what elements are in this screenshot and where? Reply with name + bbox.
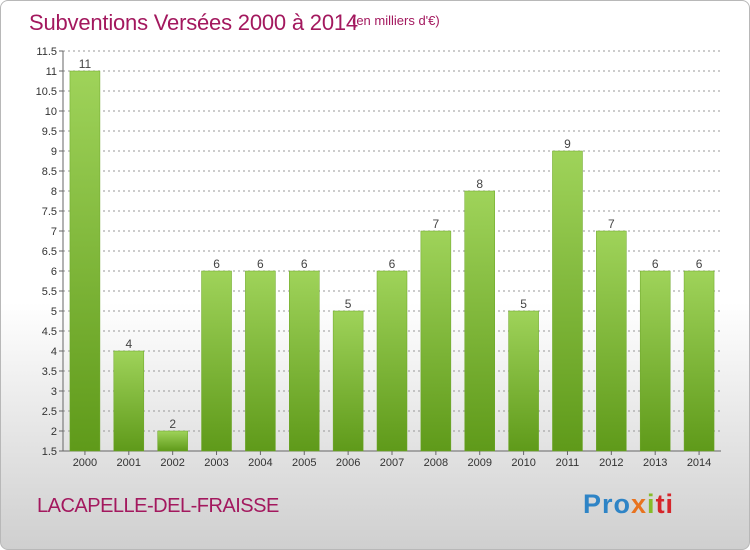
x-tick-label: 2007 xyxy=(380,457,404,469)
x-tick-label: 2005 xyxy=(292,457,316,469)
y-tick-label: 7 xyxy=(51,226,57,238)
bar xyxy=(639,270,671,452)
y-tick-label: 7.5 xyxy=(42,206,57,218)
data-label: 9 xyxy=(564,137,571,151)
bar xyxy=(376,270,408,452)
y-tick-label: 11.5 xyxy=(36,46,57,58)
proxiti-logo: Proxiti xyxy=(583,489,674,520)
y-tick-label: 1.5 xyxy=(42,446,57,458)
x-tick-label: 2008 xyxy=(424,457,448,469)
x-tick-label: 2011 xyxy=(556,457,580,469)
data-label: 8 xyxy=(476,177,483,191)
data-label: 5 xyxy=(345,297,352,311)
bar xyxy=(201,270,232,452)
bar xyxy=(596,230,627,452)
data-label: 6 xyxy=(301,257,308,271)
x-tick-label: 2004 xyxy=(248,457,272,469)
y-tick-label: 10 xyxy=(45,106,57,118)
bar xyxy=(508,310,539,452)
x-tick-label: 2012 xyxy=(599,457,623,469)
y-tick-label: 8.5 xyxy=(42,166,57,178)
logo-part-3: i xyxy=(647,489,656,519)
data-label: 6 xyxy=(213,257,220,271)
data-label: 2 xyxy=(169,417,176,431)
x-tick-label: 2002 xyxy=(160,457,184,469)
y-tick-label: 3 xyxy=(51,386,57,398)
y-tick-label: 4 xyxy=(51,346,57,358)
y-tick-label: 10.5 xyxy=(36,86,57,98)
y-tick-label: 9.5 xyxy=(42,126,57,138)
y-tick-label: 2.5 xyxy=(42,406,57,418)
bar xyxy=(683,270,715,452)
data-label: 7 xyxy=(608,217,615,231)
chart-subtitle: (en milliers d'€) xyxy=(352,13,440,28)
x-tick-label: 2013 xyxy=(643,457,667,469)
logo-part-1: Pro xyxy=(583,489,632,519)
bar xyxy=(245,270,276,452)
chart-title: Subventions Versées 2000 à 2014 xyxy=(29,10,358,35)
data-label: 6 xyxy=(696,257,703,271)
y-tick-label: 6 xyxy=(51,266,57,278)
y-tick-label: 5.5 xyxy=(42,286,57,298)
y-tick-label: 3.5 xyxy=(42,366,57,378)
x-tick-label: 2000 xyxy=(73,457,97,469)
x-tick-label: 2014 xyxy=(687,457,711,469)
bar xyxy=(332,310,364,452)
y-tick-label: 5 xyxy=(51,306,57,318)
logo-part-2: x xyxy=(631,489,648,519)
bar xyxy=(157,430,188,452)
x-tick-label: 2009 xyxy=(467,457,491,469)
data-label: 7 xyxy=(433,217,440,231)
data-label: 6 xyxy=(389,257,396,271)
bar xyxy=(420,230,452,452)
x-tick-label: 2003 xyxy=(204,457,228,469)
data-label: 5 xyxy=(520,297,527,311)
bar xyxy=(464,190,495,452)
y-tick-label: 11 xyxy=(46,66,57,78)
bar xyxy=(552,150,583,452)
x-tick-label: 2006 xyxy=(336,457,360,469)
y-tick-label: 8 xyxy=(51,186,57,198)
x-tick-label: 2010 xyxy=(511,457,535,469)
commune-name: LACAPELLE-DEL-FRAISSE xyxy=(37,495,279,517)
y-tick-label: 6.5 xyxy=(42,246,57,258)
y-tick-label: 9 xyxy=(51,146,57,158)
x-tick-label: 2001 xyxy=(117,457,141,469)
data-label: 4 xyxy=(125,337,132,351)
bar xyxy=(113,350,145,452)
bar xyxy=(69,70,101,452)
y-tick-label: 2 xyxy=(51,426,57,438)
data-label: 11 xyxy=(79,57,92,71)
data-label: 6 xyxy=(257,257,264,271)
y-tick-label: 4.5 xyxy=(42,326,57,338)
logo-part-4: ti xyxy=(655,489,675,519)
bar xyxy=(289,270,320,452)
data-label: 6 xyxy=(652,257,659,271)
